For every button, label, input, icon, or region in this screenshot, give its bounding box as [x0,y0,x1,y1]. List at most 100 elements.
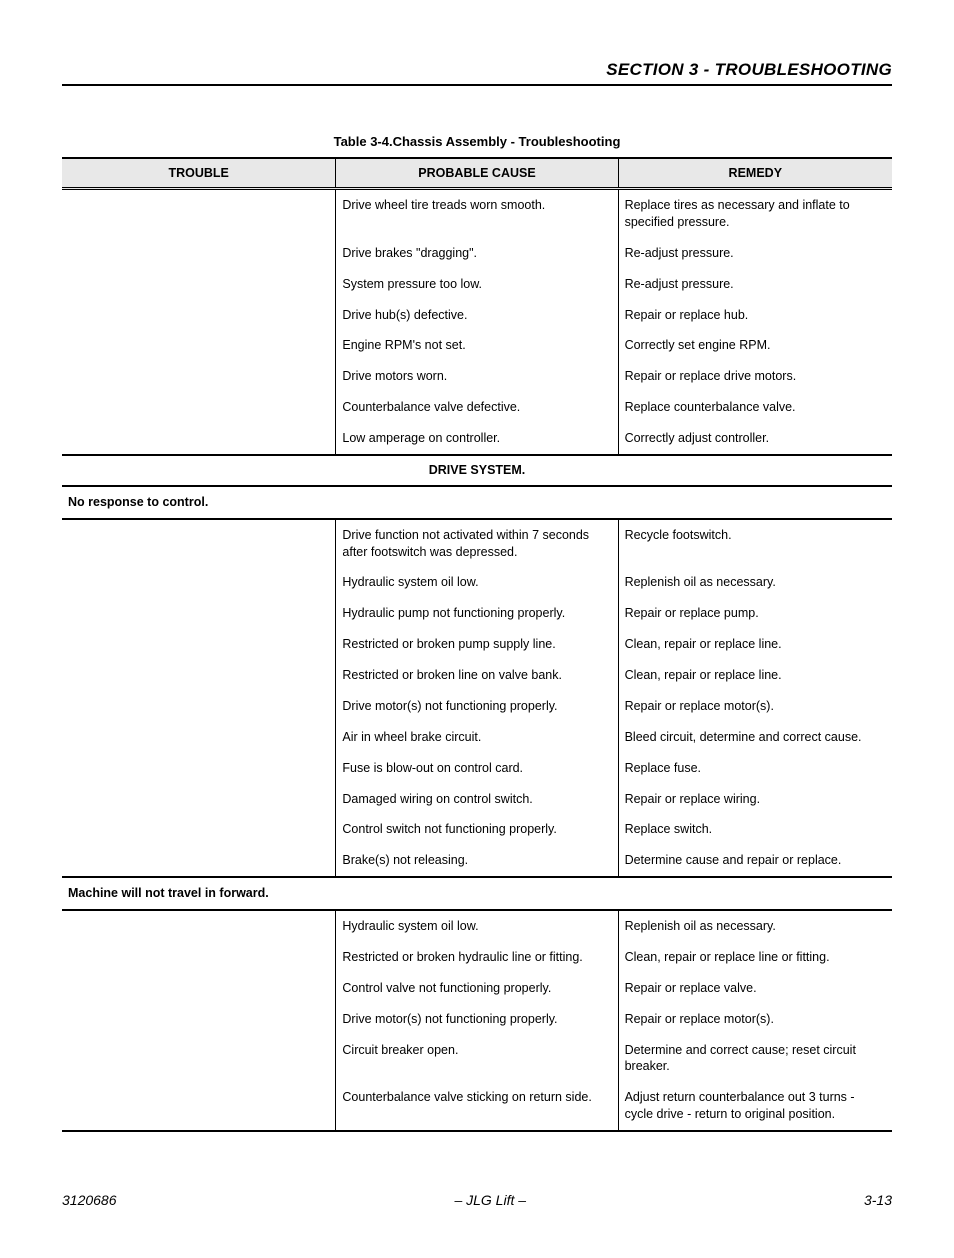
table-row: Brake(s) not releasing. Determine cause … [62,845,892,877]
cell-remedy: Repair or replace wiring. [618,784,892,815]
cell-trouble [62,942,336,973]
table-row: Drive motor(s) not functioning properly.… [62,1004,892,1035]
cell-remedy: Replace switch. [618,814,892,845]
cell-trouble [62,660,336,691]
cell-trouble [62,567,336,598]
trouble-cell: Machine will not travel in forward. [62,877,892,910]
cell-trouble [62,598,336,629]
cell-remedy: Replace fuse. [618,753,892,784]
cell-trouble [62,361,336,392]
cell-cause: Restricted or broken pump supply line. [336,629,618,660]
cell-remedy: Repair or replace motor(s). [618,691,892,722]
cell-cause: Hydraulic system oil low. [336,567,618,598]
footer-center: – JLG Lift – [454,1192,526,1208]
cell-remedy: Clean, repair or replace line or fitting… [618,942,892,973]
cell-cause: Drive motor(s) not functioning properly. [336,1004,618,1035]
cell-cause: Drive function not activated within 7 se… [336,519,618,568]
cell-cause: Restricted or broken hydraulic line or f… [336,942,618,973]
cell-remedy: Clean, repair or replace line. [618,660,892,691]
cell-remedy: Determine and correct cause; reset circu… [618,1035,892,1083]
cell-trouble [62,910,336,942]
table-row: Circuit breaker open. Determine and corr… [62,1035,892,1083]
table-row: Restricted or broken pump supply line. C… [62,629,892,660]
cell-trouble [62,814,336,845]
cell-remedy: Replenish oil as necessary. [618,567,892,598]
cell-cause: Damaged wiring on control switch. [336,784,618,815]
cell-cause: Counterbalance valve sticking on return … [336,1082,618,1131]
table-row: Drive brakes "dragging". Re-adjust press… [62,238,892,269]
cell-cause: Drive brakes "dragging". [336,238,618,269]
cell-remedy: Adjust return counterbalance out 3 turns… [618,1082,892,1131]
section-heading-row: DRIVE SYSTEM. [62,455,892,486]
cell-cause: Fuse is blow-out on control card. [336,753,618,784]
cell-trouble [62,519,336,568]
table-row: Counterbalance valve defective. Replace … [62,392,892,423]
cell-cause: Drive hub(s) defective. [336,300,618,331]
table-row: Fuse is blow-out on control card. Replac… [62,753,892,784]
col-header-cause: PROBABLE CAUSE [336,158,618,189]
cell-cause: Hydraulic pump not functioning properly. [336,598,618,629]
table-title: Table 3-4.Chassis Assembly - Troubleshoo… [62,134,892,149]
cell-trouble [62,629,336,660]
cell-remedy: Repair or replace pump. [618,598,892,629]
cell-remedy: Repair or replace valve. [618,973,892,1004]
cell-trouble [62,269,336,300]
cell-trouble [62,300,336,331]
section-heading-cell: DRIVE SYSTEM. [62,455,892,486]
table-row: Control valve not functioning properly. … [62,973,892,1004]
table-header-row: TROUBLE PROBABLE CAUSE REMEDY [62,158,892,189]
table-row: System pressure too low. Re-adjust press… [62,269,892,300]
cell-trouble [62,1035,336,1083]
cell-remedy: Clean, repair or replace line. [618,629,892,660]
cell-cause: Drive motor(s) not functioning properly. [336,691,618,722]
cell-trouble [62,691,336,722]
table-row: Engine RPM's not set. Correctly set engi… [62,330,892,361]
trouble-row: Machine will not travel in forward. [62,877,892,910]
section-header: SECTION 3 - TROUBLESHOOTING [62,60,892,86]
cell-remedy: Repair or replace drive motors. [618,361,892,392]
cell-remedy: Repair or replace hub. [618,300,892,331]
table-row: Restricted or broken line on valve bank.… [62,660,892,691]
footer-left: 3120686 [62,1192,117,1208]
table-row: Drive motor(s) not functioning properly.… [62,691,892,722]
cell-remedy: Repair or replace motor(s). [618,1004,892,1035]
trouble-cell: No response to control. [62,486,892,519]
cell-cause: Circuit breaker open. [336,1035,618,1083]
trouble-row: No response to control. [62,486,892,519]
cell-trouble [62,1082,336,1131]
table-row: Hydraulic pump not functioning properly.… [62,598,892,629]
page-container: SECTION 3 - TROUBLESHOOTING Table 3-4.Ch… [0,0,954,1258]
cell-trouble [62,392,336,423]
cell-trouble [62,973,336,1004]
page-footer: 3120686 – JLG Lift – 3-13 [62,1192,892,1208]
cell-trouble [62,722,336,753]
cell-cause: Brake(s) not releasing. [336,845,618,877]
table-row: Restricted or broken hydraulic line or f… [62,942,892,973]
table-row: Control switch not functioning properly.… [62,814,892,845]
table-row: Drive motors worn. Repair or replace dri… [62,361,892,392]
cell-trouble [62,330,336,361]
cell-remedy: Correctly set engine RPM. [618,330,892,361]
cell-trouble [62,238,336,269]
table-row: Hydraulic system oil low. Replenish oil … [62,567,892,598]
cell-cause: Hydraulic system oil low. [336,910,618,942]
cell-remedy: Re-adjust pressure. [618,238,892,269]
cell-cause: Engine RPM's not set. [336,330,618,361]
cell-cause: Restricted or broken line on valve bank. [336,660,618,691]
col-header-remedy: REMEDY [618,158,892,189]
cell-remedy: Replenish oil as necessary. [618,910,892,942]
cell-cause: Air in wheel brake circuit. [336,722,618,753]
cell-cause: Counterbalance valve defective. [336,392,618,423]
table-row: Counterbalance valve sticking on return … [62,1082,892,1131]
cell-trouble [62,845,336,877]
table-row: Damaged wiring on control switch. Repair… [62,784,892,815]
cell-remedy: Recycle footswitch. [618,519,892,568]
table-row: Air in wheel brake circuit. Bleed circui… [62,722,892,753]
cell-trouble [62,423,336,455]
table-row: Hydraulic system oil low. Replenish oil … [62,910,892,942]
table-row: Drive hub(s) defective. Repair or replac… [62,300,892,331]
cell-cause: Low amperage on controller. [336,423,618,455]
cell-remedy: Replace tires as necessary and inflate t… [618,189,892,238]
cell-remedy: Bleed circuit, determine and correct cau… [618,722,892,753]
footer-right: 3-13 [864,1192,892,1208]
